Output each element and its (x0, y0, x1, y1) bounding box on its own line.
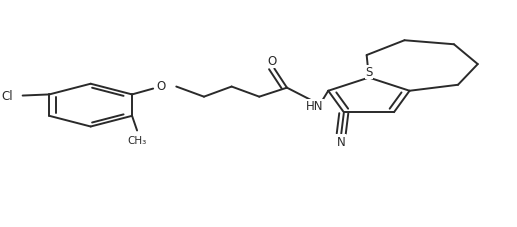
Text: Cl: Cl (2, 90, 13, 103)
Text: HN: HN (307, 100, 324, 113)
Text: O: O (267, 55, 277, 68)
Text: N: N (337, 135, 346, 148)
Text: O: O (157, 79, 166, 93)
Text: CH₃: CH₃ (128, 135, 147, 145)
Text: S: S (365, 66, 373, 79)
